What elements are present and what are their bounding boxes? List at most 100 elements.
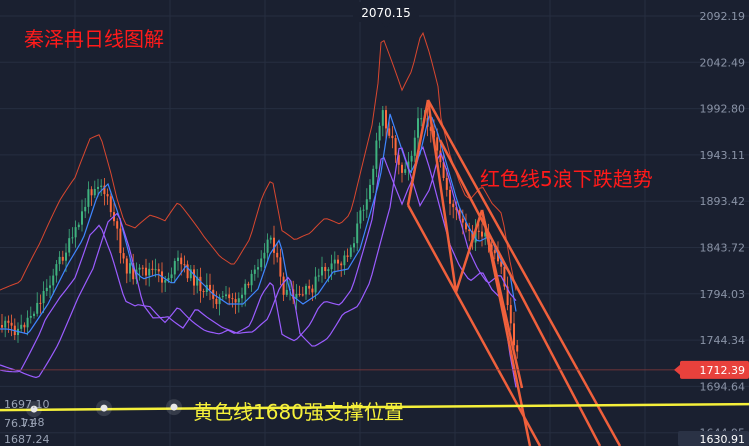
candle-body (253, 269, 256, 274)
candle-body (119, 228, 122, 254)
candle-body (269, 237, 272, 240)
candle-body (103, 185, 106, 195)
bottom-tag-box (678, 431, 749, 446)
candle-body (429, 126, 432, 131)
candle-body (445, 177, 448, 190)
candle-body (439, 150, 442, 163)
candle-body (436, 137, 439, 151)
candle-body (301, 294, 304, 296)
candle-body (474, 230, 477, 243)
candle-body (250, 273, 253, 286)
candle-body (177, 257, 179, 262)
candle-body (461, 218, 464, 223)
candle-body (157, 269, 160, 272)
candle-body (122, 253, 125, 259)
candle-body (4, 320, 7, 328)
candle-body (378, 125, 381, 141)
support-yellow-line (0, 402, 749, 412)
candle-body (100, 185, 103, 187)
left-value-label: 76.71 (4, 417, 36, 430)
candle-body (1, 325, 3, 328)
left-value-label: 1697.10 (4, 398, 50, 411)
candle-body (516, 345, 519, 352)
candle-body (202, 291, 205, 293)
ma-purple-line (0, 147, 517, 379)
candle-body (97, 186, 99, 189)
candle-body (285, 289, 288, 295)
candle-body (509, 305, 512, 324)
candle-body (314, 276, 317, 293)
candle-body (465, 222, 467, 230)
candle-body (317, 275, 320, 277)
candle-body (346, 255, 349, 257)
candle-body (138, 267, 141, 270)
red-trend-annotation: 红色线5浪下跌趋势 (480, 167, 653, 191)
candle-body (401, 164, 403, 173)
candle-body (151, 268, 154, 270)
candle-body (225, 294, 227, 297)
candle-body (186, 264, 189, 279)
candle-body (375, 140, 378, 169)
candle-body (305, 285, 307, 295)
candle-body (410, 155, 413, 162)
y-tick-label: 1694.64 (700, 380, 746, 393)
candle-body (391, 135, 394, 139)
candle-body (394, 138, 397, 156)
trend-line (454, 209, 484, 293)
trend-lines (406, 99, 622, 446)
candle-body (7, 320, 10, 323)
bottom-tag-label: 1630.91 (700, 433, 746, 446)
candle-body (458, 210, 461, 219)
candle-body (45, 287, 48, 292)
candle-body (477, 230, 480, 232)
chart-title: 秦泽冉日线图解 (24, 27, 164, 51)
candle-body (49, 285, 51, 288)
candle-body (417, 118, 419, 138)
candle-body (407, 161, 410, 170)
candle-body (369, 184, 371, 200)
candle-body (359, 210, 362, 224)
support-line (0, 369, 749, 412)
candle-body (241, 294, 243, 299)
candle-body (449, 189, 451, 204)
price-tag-arrow (674, 364, 680, 375)
candle-body (68, 238, 71, 253)
candle-body (218, 297, 221, 305)
yellow-support-annotation: 黄色线1680强支撑位置 (193, 400, 404, 424)
high-label: 2070.15 (361, 6, 411, 20)
candle-body (452, 203, 455, 208)
y-tick-label: 1893.42 (700, 195, 746, 208)
candle-body (362, 209, 365, 211)
candle-body (397, 155, 400, 165)
y-tick-label: 2092.19 (700, 10, 746, 23)
candle-body (132, 263, 135, 280)
y-tick-label: 2042.49 (700, 56, 746, 69)
candle-body (263, 252, 266, 259)
trend-line (438, 139, 602, 446)
candle-body (276, 252, 279, 258)
annotations: 秦泽冉日线图解 红色线5浪下跌趋势 黄色线1680强支撑位置 (24, 27, 653, 424)
candle-body (106, 194, 109, 197)
candle-body (343, 255, 346, 266)
candle-body (228, 294, 231, 299)
candle-body (324, 266, 327, 272)
candle-body (148, 268, 151, 276)
candle-body (308, 285, 311, 289)
candle-body (330, 263, 333, 270)
candle-body (58, 256, 61, 265)
y-tick-label: 1843.72 (700, 242, 746, 255)
candle-body (282, 276, 285, 295)
candle-body (231, 298, 234, 300)
candle-body (180, 257, 183, 265)
price-tag-label: 1712.39 (700, 364, 746, 377)
candle-body (87, 189, 90, 207)
candle-body (61, 256, 64, 261)
candle-body (481, 231, 483, 237)
y-tick-label: 1744.34 (700, 334, 746, 347)
candle-body (295, 293, 298, 299)
lower-band-line (0, 145, 517, 388)
candle-body (385, 110, 387, 129)
candle-body (413, 137, 416, 156)
